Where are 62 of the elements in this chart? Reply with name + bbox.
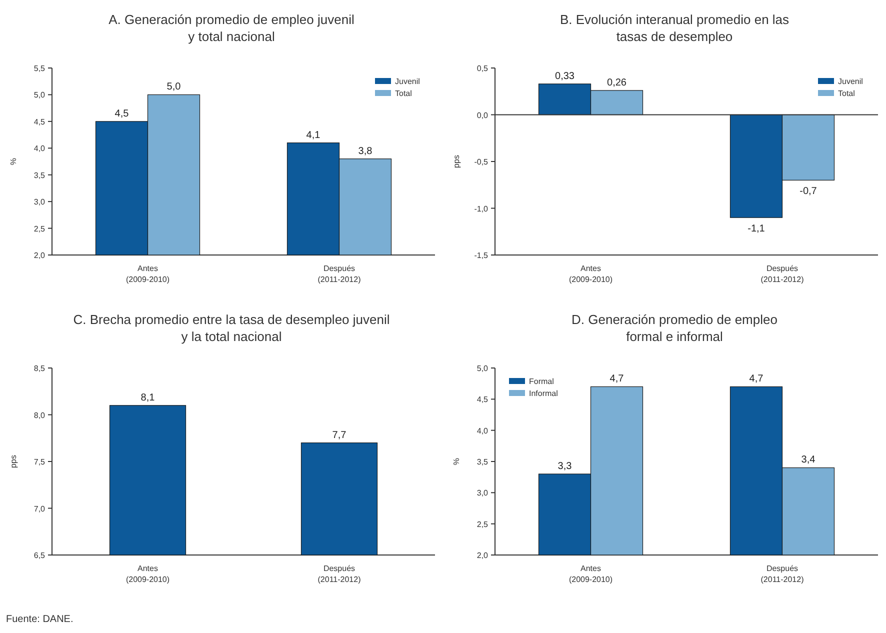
x-tick-label: Después (2011-2012) <box>760 264 804 284</box>
y-tick-label: 2,5 <box>34 224 46 234</box>
x-tick-label: Después (2011-2012) <box>318 264 362 284</box>
y-tick-label: 7,5 <box>34 458 46 466</box>
data-label: 7,7 <box>332 430 347 441</box>
y-tick-label: 8,5 <box>34 364 46 373</box>
y-tick-label: 4,0 <box>34 144 46 154</box>
x-tick-label: Antes (2009-2010) <box>126 264 170 284</box>
y-tick-label: 5,5 <box>34 64 46 73</box>
y-tick-label: 0,0 <box>476 110 489 120</box>
data-label: 8,1 <box>140 392 156 404</box>
data-label: -0,7 <box>800 186 818 198</box>
data-label: 3,8 <box>358 146 373 157</box>
y-tick-label: 3,5 <box>34 170 46 180</box>
chart-title: B. Evolución interanual promedio en las tasas de desempleo <box>560 12 790 44</box>
y-tick-label: 4,5 <box>34 117 46 126</box>
legend-label: Juvenil <box>395 77 420 86</box>
y-axis-title: pps <box>452 155 461 168</box>
y-axis-title: % <box>452 458 461 466</box>
data-label: 0,26 <box>607 77 627 88</box>
legend-label: Total <box>838 89 856 98</box>
y-tick-label: 0,5 <box>476 64 489 73</box>
data-label: 0,33 <box>555 70 575 82</box>
data-label: -1,1 <box>748 224 766 235</box>
y-tick-label: -1,0 <box>474 204 489 214</box>
chart-title: C. Brecha promedio entre la tasa de desempleo juvenil y la total nacional <box>73 312 390 344</box>
chart-title: D. Generación promedio de empleo formal e informal <box>572 312 778 344</box>
y-tick-label: -0,5 <box>474 158 489 166</box>
y-tick-label: 8,0 <box>34 410 46 420</box>
y-axis-title: % <box>9 158 18 166</box>
data-label: 4,5 <box>114 108 130 120</box>
y-tick-label: 6,5 <box>34 551 46 560</box>
legend-label: Total <box>395 89 412 98</box>
y-tick-label: 7,0 <box>34 504 46 514</box>
legend-label: Formal <box>529 377 554 386</box>
data-label: 3,3 <box>558 460 572 472</box>
data-label: 5,0 <box>166 82 182 93</box>
y-tick-label: 5,0 <box>476 364 489 373</box>
data-label: 4,7 <box>610 374 624 385</box>
y-tick-label: 2,0 <box>476 551 489 560</box>
x-tick-label: Antes (2009-2010) <box>126 564 170 584</box>
y-tick-label: 3,0 <box>34 198 46 207</box>
data-label: 3,4 <box>801 454 816 466</box>
source-note: Fuente: DANE. <box>6 614 74 625</box>
x-tick-label: Antes (2009-2010) <box>568 264 613 284</box>
y-tick-label: 2,5 <box>476 520 489 529</box>
data-label: 4,7 <box>749 374 764 385</box>
y-tick-label: 4,0 <box>476 426 489 436</box>
y-tick-label: 3,0 <box>476 488 489 498</box>
y-tick-label: -1,5 <box>474 251 489 260</box>
data-label: 4,1 <box>306 130 321 141</box>
legend-label: Informal <box>529 389 558 398</box>
x-tick-label: Después (2011-2012) <box>760 564 804 584</box>
x-tick-label: Después (2011-2012) <box>318 564 362 584</box>
y-tick-label: 4,5 <box>476 395 489 404</box>
chart-title: A. Generación promedio de empleo juvenil y total nacional <box>108 12 354 44</box>
y-tick-label: 5,0 <box>34 90 46 100</box>
y-axis-title: pps <box>9 455 18 468</box>
y-tick-label: 3,5 <box>476 458 489 466</box>
y-tick-label: 2,0 <box>34 251 46 260</box>
legend-label: Juvenil <box>838 77 864 86</box>
x-tick-label: Antes (2009-2010) <box>568 564 613 584</box>
